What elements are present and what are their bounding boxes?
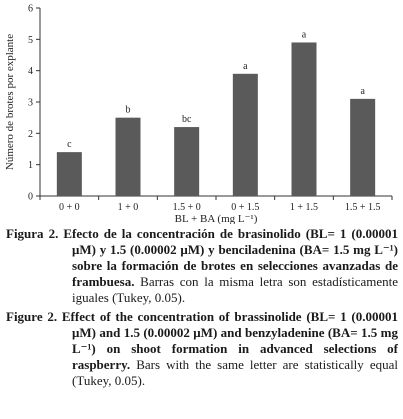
x-tick-label: 1.5 + 0	[173, 202, 201, 213]
x-tick-label: 1.5 + 1.5	[345, 202, 381, 213]
bar	[56, 152, 82, 196]
x-axis-title: BL + BA (mg L⁻¹)	[175, 213, 258, 224]
caption-spanish-note: Barras con la misma letra son estadístic…	[72, 274, 399, 305]
bar	[174, 127, 200, 196]
significance-letter: b	[126, 105, 131, 116]
y-tick-label: 1	[28, 160, 33, 171]
bar	[232, 73, 258, 196]
x-tick-label: 1 + 0	[118, 202, 139, 213]
x-tick-label: 0 + 0	[59, 202, 80, 213]
caption-english-label: Figure 2.	[6, 309, 58, 324]
x-tick-label: 0 + 1.5	[231, 202, 259, 213]
significance-letter: c	[67, 139, 72, 150]
y-tick-label: 6	[28, 4, 33, 15]
caption-spanish-label: Figura 2.	[6, 226, 59, 241]
bar-chart: 0 1 2 3 4 5 6 c b bc a a a 0 + 0 1 + 0 1.5 + 0 0 + 1.5…	[4, 4, 393, 224]
bar	[350, 98, 376, 196]
caption-english: Figure 2. Effect of the concentration of…	[6, 309, 398, 389]
caption-english-title: Effect of the concentration of brassinol…	[61, 309, 399, 372]
significance-letter: bc	[182, 114, 192, 125]
bars	[56, 42, 376, 196]
significance-letter: a	[243, 61, 248, 72]
significance-labels: c b bc a a a	[67, 29, 365, 150]
significance-letter: a	[360, 86, 365, 97]
bar	[115, 117, 141, 196]
y-ticks: 0 1 2 3 4 5 6	[28, 4, 40, 203]
y-tick-label: 4	[28, 66, 33, 77]
x-ticks: 0 + 0 1 + 0 1.5 + 0 0 + 1.5 1 + 1.5 1.5 + 1.5	[39, 196, 393, 213]
caption-spanish-title: Efecto de la concentración de brasinolid…	[63, 226, 398, 289]
x-tick-label: 1 + 1.5	[290, 202, 318, 213]
significance-letter: a	[302, 29, 307, 40]
y-axis-title: Número de brotes por explante	[4, 34, 16, 170]
y-tick-label: 2	[28, 129, 33, 140]
y-tick-label: 5	[28, 35, 33, 46]
figure-captions: Figura 2. Efecto de la concentración de …	[6, 226, 398, 392]
y-tick-label: 0	[28, 192, 33, 203]
caption-spanish: Figura 2. Efecto de la concentración de …	[6, 226, 398, 306]
y-tick-label: 3	[28, 98, 33, 109]
bar	[291, 42, 317, 196]
caption-english-note: Bars with the same letter are statistica…	[72, 357, 398, 388]
